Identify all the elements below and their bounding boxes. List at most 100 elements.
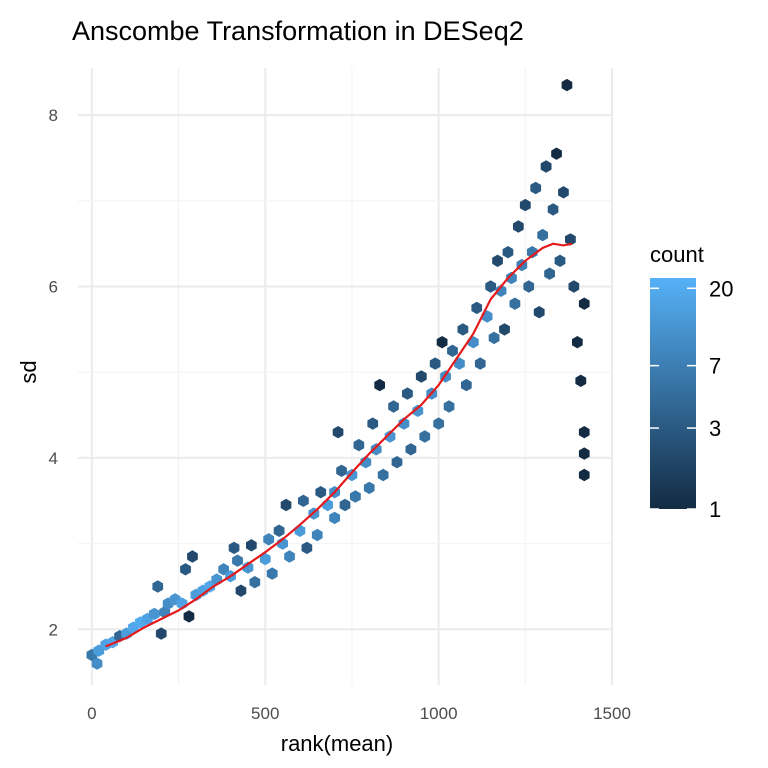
trend-layer (105, 242, 573, 648)
x-tick-label: 500 (251, 704, 279, 723)
hexbin (377, 468, 389, 482)
legend-tick-label: 1 (709, 497, 721, 522)
hexbin (578, 468, 590, 482)
hexbin (499, 323, 510, 336)
hexbin (273, 524, 285, 537)
hexbin (578, 426, 590, 439)
hexbin (263, 533, 275, 546)
hexbin (537, 228, 548, 242)
hexbin (180, 563, 191, 576)
hexbin (294, 524, 306, 537)
hexbin (419, 430, 431, 443)
hexbin (148, 607, 160, 621)
hexbin (249, 576, 261, 589)
hexbin (301, 541, 313, 555)
hexbin (547, 203, 559, 216)
hexbin (454, 357, 465, 370)
grid (78, 68, 613, 685)
hexbin (384, 430, 396, 443)
hexbin (183, 610, 195, 623)
x-tick-label: 1000 (420, 704, 458, 723)
hexbin (533, 306, 545, 319)
hexbin (235, 584, 247, 597)
hexbin (492, 254, 503, 267)
hexbin (266, 567, 278, 580)
hexbin (561, 78, 573, 92)
hexbin (350, 490, 361, 503)
hexbin (332, 426, 344, 439)
hexbin (488, 331, 500, 345)
hexbin (284, 550, 295, 563)
hexbin (329, 511, 340, 525)
hexbin (457, 323, 469, 336)
hexbin (513, 220, 524, 233)
hexbin (526, 246, 538, 259)
chart-title: Anscombe Transformation in DESeq2 (72, 16, 524, 46)
hexbin (502, 246, 514, 259)
hexbin (311, 528, 323, 542)
hexbin-layer (86, 78, 590, 670)
trend-line (105, 242, 573, 648)
hexbin (443, 400, 455, 413)
x-tick-label: 1500 (593, 704, 631, 723)
hexbin (232, 554, 243, 567)
hexbin (363, 481, 375, 495)
y-tick-label: 2 (49, 620, 58, 639)
hexbin (519, 198, 531, 212)
hexbin (506, 271, 517, 285)
hexbin (572, 336, 583, 349)
hexbin (568, 280, 580, 293)
hexbin (280, 498, 292, 512)
hexbin (246, 539, 257, 552)
legend-tick-label: 3 (709, 416, 721, 441)
hexbin (523, 280, 535, 293)
hexbin (367, 417, 379, 430)
legend-colorbar (650, 278, 696, 509)
hexbin (530, 181, 542, 195)
y-axis: 2 4 6 8 (49, 106, 58, 639)
hexbin (412, 404, 424, 417)
hexbin (447, 344, 458, 357)
hexbin (558, 186, 569, 199)
hexbin (91, 657, 103, 670)
hexbin (575, 374, 587, 387)
hexbin (436, 336, 448, 349)
hexbin (474, 357, 486, 370)
hexbin (578, 447, 590, 460)
hexbin (471, 301, 483, 315)
hexbin (551, 147, 562, 160)
hexbin (370, 443, 382, 456)
legend-tick-label: 7 (709, 354, 721, 379)
legend: count 1 3 7 20 (650, 242, 733, 522)
y-axis-label: sd (16, 360, 41, 383)
x-tick-label: 0 (87, 704, 96, 723)
hexbin (346, 468, 358, 482)
hexbin (187, 550, 198, 563)
hexbin (540, 160, 552, 173)
hexbin (402, 387, 413, 400)
x-axis: 0 500 1000 1500 (87, 704, 631, 723)
hexbin (339, 498, 351, 512)
hexbin (578, 297, 590, 310)
legend-title: count (650, 242, 704, 267)
hexbin (461, 378, 472, 392)
hexbin (554, 254, 566, 267)
legend-tick-label: 20 (709, 276, 733, 301)
hexbin (353, 438, 365, 452)
hexbin (429, 357, 441, 370)
hexbin (544, 267, 555, 280)
hexbin (374, 378, 385, 392)
hexbin (495, 284, 507, 297)
hexbin (315, 486, 327, 499)
hexbin (218, 563, 229, 576)
hexbin (336, 464, 347, 477)
hexbin (155, 627, 167, 640)
hexbin (228, 541, 240, 555)
y-tick-label: 4 (49, 449, 58, 468)
hexbin (152, 580, 164, 593)
x-axis-label: rank(mean) (281, 731, 393, 756)
hexbin (242, 561, 254, 574)
hexbin (204, 580, 216, 593)
hexbin (388, 400, 399, 413)
